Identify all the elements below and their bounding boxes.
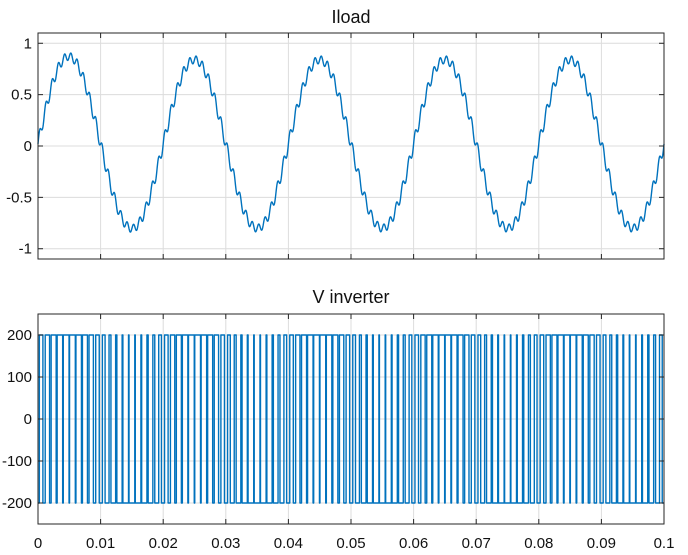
iload-yticks: 1 0.5 0 -0.5 -1: [6, 35, 664, 258]
ytick-label: 0: [24, 138, 32, 155]
xtick-label: 0.04: [274, 535, 303, 552]
xtick-label: 0.08: [524, 535, 553, 552]
xtick-label: 0.1: [654, 535, 675, 552]
xtick-label: 0.05: [336, 535, 365, 552]
iload-plot: [37, 52, 665, 233]
xtick-label: 0.06: [399, 535, 428, 552]
xtick-label: 0.09: [587, 535, 616, 552]
series-line: [38, 334, 664, 504]
vinverter-axes: V inverter 200 100 0 -100 -200 0 0.01 0.02 0.03…: [2, 287, 674, 552]
ytick-label: -100: [2, 453, 32, 470]
ytick-label: 100: [7, 369, 32, 386]
series-line: [37, 52, 665, 233]
iload-xticks: [37, 33, 665, 259]
ytick-label: 1: [24, 35, 32, 52]
vinverter-xticks: 0 0.01 0.02 0.03 0.04 0.05 0.06 0.07 0.08 0.09 0.1: [34, 314, 675, 552]
ytick-label: 0.5: [11, 87, 32, 104]
iload-title: Iload: [331, 7, 370, 27]
ytick-label: 200: [7, 327, 32, 344]
xtick-label: 0: [34, 535, 42, 552]
xtick-label: 0.03: [211, 535, 240, 552]
ytick-label: -1: [19, 241, 32, 258]
ytick-label: 0: [24, 411, 32, 428]
ytick-label: -200: [2, 495, 32, 512]
xtick-label: 0.07: [462, 535, 491, 552]
xtick-label: 0.02: [149, 535, 178, 552]
xtick-label: 0.01: [86, 535, 115, 552]
iload-axes: Iload 1 0.5 0 -0.5 -1: [6, 7, 665, 260]
vinverter-title: V inverter: [312, 287, 389, 307]
ytick-label: -0.5: [6, 189, 32, 206]
vinverter-plot: [38, 334, 664, 504]
vinverter-yticks: 200 100 0 -100 -200: [2, 327, 664, 512]
